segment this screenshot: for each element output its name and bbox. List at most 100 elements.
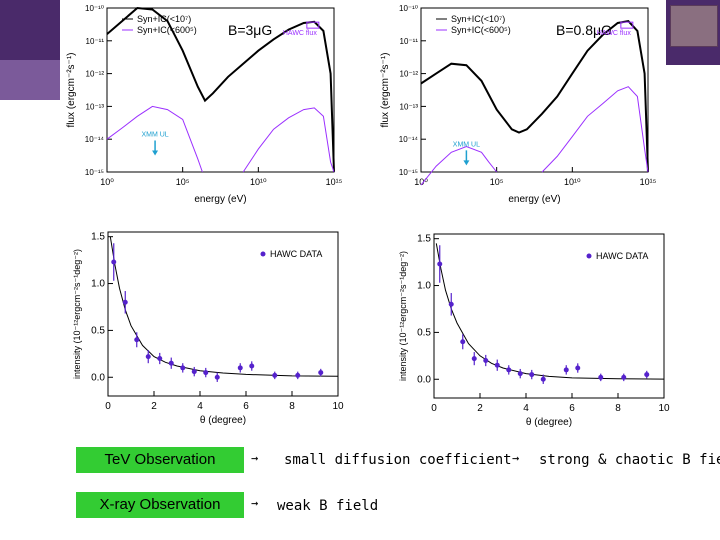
data-point xyxy=(483,358,489,364)
y-tick-label: 10⁻¹³ xyxy=(400,102,419,111)
y-tick-label: 1.5 xyxy=(91,232,105,243)
data-point xyxy=(122,299,128,305)
data-point xyxy=(448,301,454,307)
model-curve xyxy=(435,243,665,380)
data-point xyxy=(157,356,163,362)
hawc-flux-label: HAWC flux xyxy=(597,30,631,37)
y-tick-label: 10⁻¹⁴ xyxy=(399,135,419,144)
y-tick-label: 0.5 xyxy=(417,327,431,338)
xmm-ul-label: XMM UL xyxy=(453,141,480,148)
legend-label-1: Syn+IC(<10⁷) xyxy=(451,14,505,24)
sed-chart-right: 10⁰ 10⁵ 10¹⁰ 10¹⁵ 10⁻¹⁵ 10⁻¹⁴ 10⁻¹³ 10⁻¹² 10⁻¹¹ 1… xyxy=(376,0,666,210)
series-line-3 xyxy=(242,107,335,173)
hawc-flux-marker xyxy=(306,21,320,29)
x-tick-label: 8 xyxy=(289,401,295,412)
legend-label-1: Syn+IC(<10⁷) xyxy=(137,14,191,24)
x-tick-label: 10⁰ xyxy=(414,177,428,187)
x-tick-label: 8 xyxy=(615,403,621,414)
plot-frame xyxy=(107,231,339,397)
x-axis-label: energy (eV) xyxy=(194,194,246,205)
decorative-banner-left-lower xyxy=(0,60,60,100)
y-tick-label: 0.0 xyxy=(91,372,105,383)
series-line-3 xyxy=(541,86,649,173)
arrow-3: → xyxy=(251,496,259,510)
y-tick-label: 1.0 xyxy=(91,279,105,290)
x-axis-label: energy (eV) xyxy=(508,194,560,205)
x-tick-label: 10⁵ xyxy=(176,177,190,187)
tev-observation-box: TeV Observation xyxy=(76,447,244,473)
data-point xyxy=(494,362,500,368)
x-tick-label: 10¹⁵ xyxy=(326,177,343,187)
data-point xyxy=(506,367,512,373)
y-tick-label: 0.5 xyxy=(91,325,105,336)
data-point xyxy=(203,370,209,376)
legend-marker xyxy=(260,251,266,257)
data-point xyxy=(318,370,324,376)
arrow-1: → xyxy=(251,451,259,465)
legend-label-2: Syn+IC(<600⁵) xyxy=(137,25,197,35)
y-tick-label: 10⁻¹² xyxy=(400,70,419,79)
x-tick-label: 2 xyxy=(151,401,157,412)
plot-frame xyxy=(433,233,665,399)
series-line-2 xyxy=(106,105,203,173)
y-tick-label: 10⁻¹⁴ xyxy=(85,135,105,144)
arrow-2: → xyxy=(512,451,520,465)
x-tick-label: 10¹⁰ xyxy=(250,177,267,187)
data-point xyxy=(168,360,174,366)
data-point xyxy=(529,372,535,378)
data-point xyxy=(563,367,569,373)
profile-chart-right: 0 2 4 6 8 10 0.0 0.5 1.0 1.5 θ (degree) intensity (… xyxy=(392,224,682,434)
x-tick-label: 10¹⁰ xyxy=(564,177,581,187)
data-point xyxy=(460,339,466,345)
series-line-2 xyxy=(420,145,498,186)
x-tick-label: 0 xyxy=(105,401,111,412)
x-tick-label: 4 xyxy=(197,401,203,412)
y-tick-label: 1.0 xyxy=(417,281,431,292)
x-tick-label: 10⁵ xyxy=(490,177,504,187)
data-point xyxy=(145,354,151,360)
plot-frame xyxy=(106,7,335,173)
y-axis-label: flux (ergcm⁻²s⁻¹) xyxy=(66,53,77,128)
hawc-flux-label: HAWC flux xyxy=(283,30,317,37)
decorative-photo xyxy=(670,5,718,47)
y-tick-label: 10⁻¹⁰ xyxy=(399,4,418,13)
profile-chart-left: 0 2 4 6 8 10 0.0 0.5 1.0 1.5 θ (degree) intensity (… xyxy=(66,222,352,432)
x-axis-label: θ (degree) xyxy=(200,415,246,426)
data-point xyxy=(575,365,581,371)
legend-label: HAWC DATA xyxy=(270,249,322,259)
x-axis-label: θ (degree) xyxy=(526,417,572,428)
data-point xyxy=(437,261,443,267)
y-tick-label: 10⁻¹² xyxy=(86,70,105,79)
data-point xyxy=(644,372,650,378)
xmm-ul-arrow-head xyxy=(463,160,470,166)
data-point xyxy=(540,376,546,382)
data-point xyxy=(272,372,278,378)
y-tick-label: 10⁻¹⁵ xyxy=(85,168,104,177)
y-tick-label: 10⁻¹¹ xyxy=(86,37,105,46)
data-point xyxy=(471,356,477,362)
y-tick-label: 10⁻¹⁵ xyxy=(399,168,418,177)
x-tick-label: 4 xyxy=(523,403,529,414)
x-tick-label: 10 xyxy=(332,401,344,412)
data-point xyxy=(295,372,301,378)
xmm-ul-arrow-head xyxy=(152,150,159,156)
y-tick-label: 10⁻¹³ xyxy=(86,102,105,111)
data-point xyxy=(237,365,243,371)
y-axis-label: intensity (10⁻¹²ergcm⁻²s⁻¹deg⁻²) xyxy=(72,249,82,379)
x-tick-label: 2 xyxy=(477,403,483,414)
x-tick-label: 6 xyxy=(243,401,249,412)
legend-label-2: Syn+IC(<600⁵) xyxy=(451,25,511,35)
plot-frame xyxy=(420,7,649,173)
data-point xyxy=(180,365,186,371)
legend-label: HAWC DATA xyxy=(596,251,648,261)
data-point xyxy=(214,374,220,380)
x-tick-label: 10⁰ xyxy=(100,177,114,187)
chart-title: B=3μG xyxy=(228,22,272,38)
x-tick-label: 0 xyxy=(431,403,437,414)
hawc-flux-marker xyxy=(620,21,634,29)
y-tick-label: 1.5 xyxy=(417,234,431,245)
series-line-1 xyxy=(420,20,649,173)
chart-title: B=0.8μG xyxy=(556,22,612,38)
x-tick-label: 10 xyxy=(658,403,670,414)
data-point xyxy=(517,371,523,377)
